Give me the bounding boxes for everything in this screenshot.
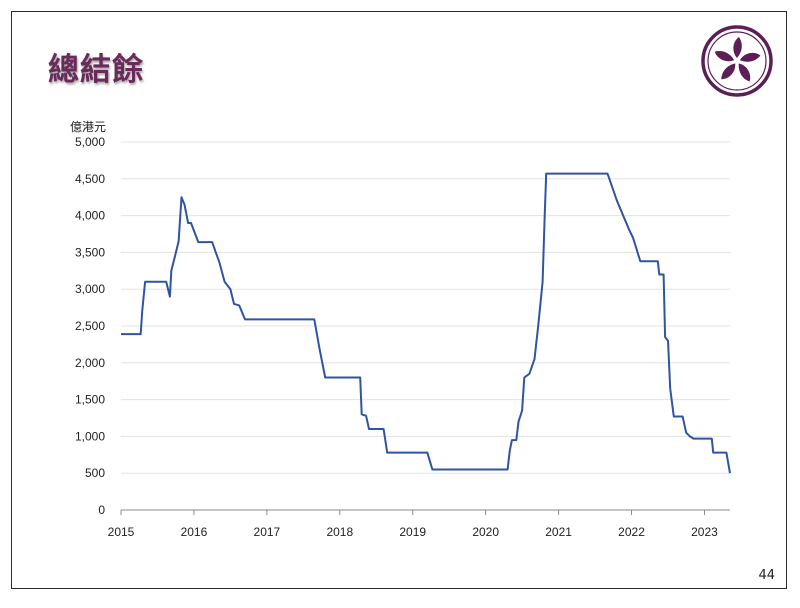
y-tick-label: 1,000 bbox=[75, 429, 105, 443]
slide-title: 總結餘 bbox=[48, 52, 144, 88]
x-tick-label: 2019 bbox=[399, 525, 426, 539]
series-line bbox=[121, 172, 731, 474]
y-tick-label: 4,000 bbox=[75, 209, 105, 223]
x-axis-tick-labels: 2015 2016 2017 2018 2019 2020 2021 2022 2023 bbox=[108, 525, 718, 539]
y-tick-label: 1,500 bbox=[75, 393, 105, 407]
y-tick-label: 2,000 bbox=[75, 356, 105, 370]
x-tick-label: 2016 bbox=[181, 525, 208, 539]
x-tick-label: 2021 bbox=[545, 525, 572, 539]
x-tick-label: 2015 bbox=[108, 525, 135, 539]
y-tick-label: 5,000 bbox=[75, 135, 105, 149]
y-tick-label: 500 bbox=[85, 466, 105, 480]
gridlines bbox=[121, 141, 730, 474]
y-tick-label: 2,500 bbox=[75, 319, 105, 333]
y-tick-label: 4,500 bbox=[75, 172, 105, 186]
y-axis-tick-labels: 0 500 1,000 1,500 2,000 2,500 3,000 3,500 4,000 4… bbox=[75, 135, 105, 517]
x-tick-label: 2022 bbox=[618, 525, 645, 539]
x-tick-label: 2023 bbox=[691, 525, 718, 539]
bauhinia-emblem-icon bbox=[701, 25, 773, 97]
x-tick-label: 2018 bbox=[326, 525, 353, 539]
x-tick-label: 2017 bbox=[254, 525, 281, 539]
y-tick-label: 0 bbox=[98, 503, 105, 517]
y-tick-label: 3,000 bbox=[75, 282, 105, 296]
x-axis-ticks bbox=[120, 510, 705, 515]
x-tick-label: 2020 bbox=[472, 525, 499, 539]
y-axis-unit-label: 億港元 bbox=[70, 120, 106, 134]
page-number: 44 bbox=[758, 568, 775, 583]
y-tick-label: 3,500 bbox=[75, 245, 105, 259]
slide-frame bbox=[11, 11, 787, 589]
